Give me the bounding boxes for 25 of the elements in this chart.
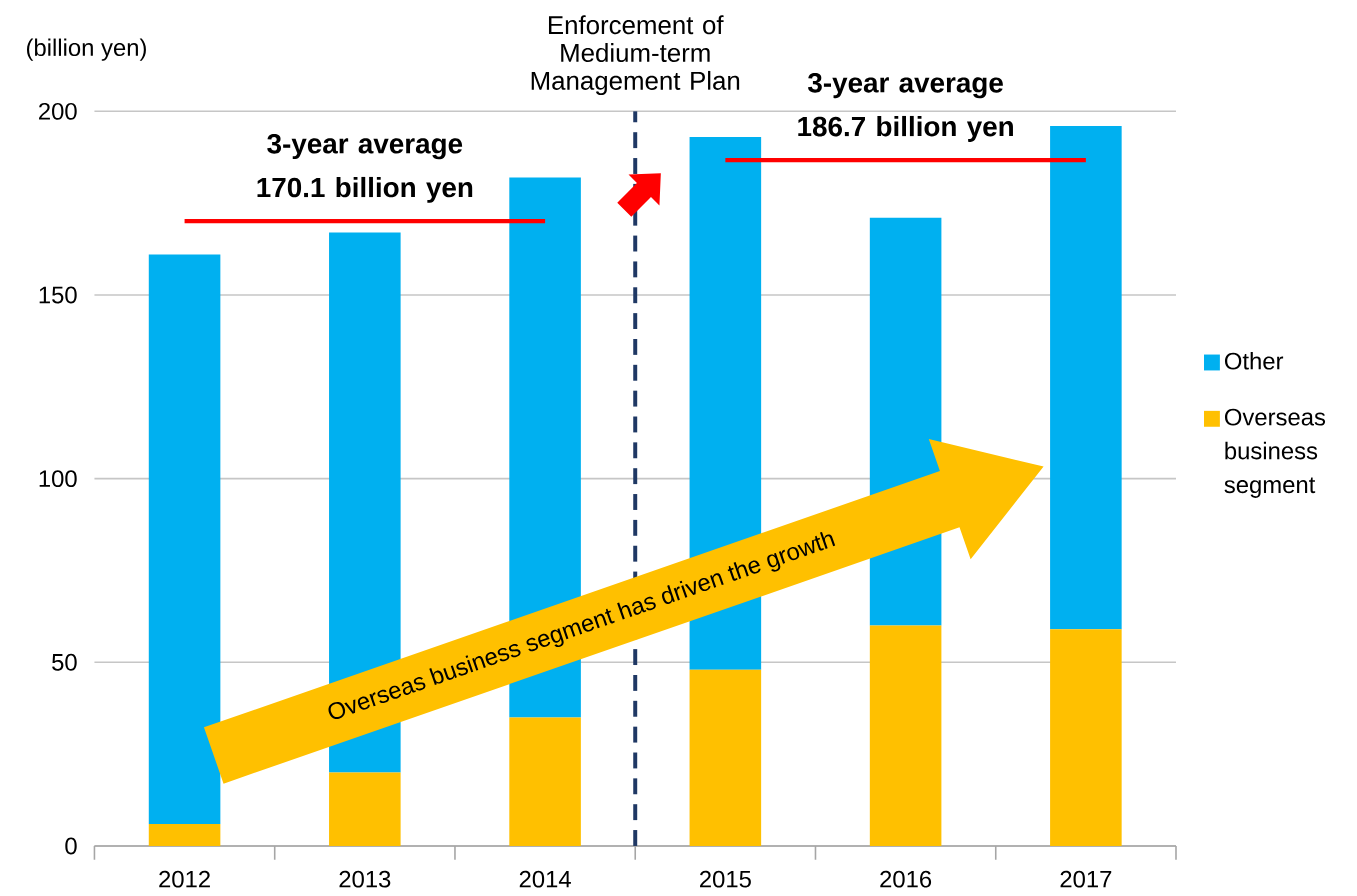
y-tick-label: 200 (39, 103, 77, 120)
x-tick-label: 2015 (700, 870, 751, 888)
x-tick-label: 2016 (880, 870, 932, 888)
annotation: 3-year average 186.7 billion yen (798, 73, 1013, 143)
legend-label: Other (1224, 352, 1284, 370)
bar (869, 625, 942, 847)
bar (148, 254, 221, 825)
y-axis-title: (billion yen) (26, 38, 146, 61)
bar (148, 824, 221, 847)
bar (329, 772, 401, 847)
x-tick-label: 2013 (339, 870, 391, 888)
bar (509, 717, 581, 847)
y-tick-label: 100 (39, 470, 77, 488)
annotation: 3-year average 170.1 billion yen (257, 134, 473, 204)
x-tick-label: 2014 (519, 870, 571, 888)
legend-label: Overseas business segment (1224, 408, 1326, 499)
x-tick-label: 2017 (1060, 870, 1112, 888)
text: Enforcement of Medium-term Management Plan (531, 15, 740, 96)
bar (1050, 126, 1122, 630)
bar (1050, 629, 1122, 847)
y-tick-label: 50 (52, 654, 77, 671)
y-tick-label: 150 (39, 286, 77, 304)
x-tick-label: 2012 (159, 870, 210, 888)
y-tick-label: 0 (65, 837, 77, 855)
bar (689, 669, 762, 847)
